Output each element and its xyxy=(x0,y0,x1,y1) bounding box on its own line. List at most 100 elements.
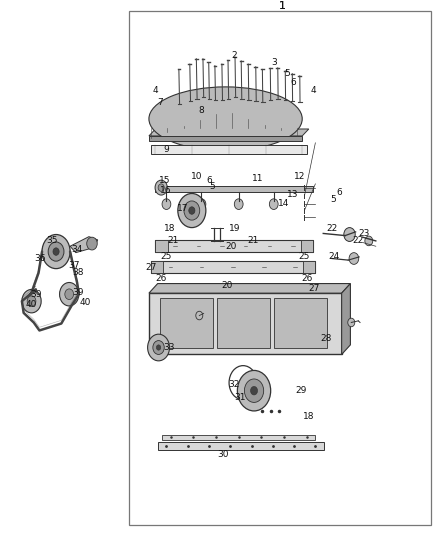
Text: 33: 33 xyxy=(163,343,174,352)
Circle shape xyxy=(189,207,195,214)
Bar xyxy=(155,186,313,192)
Text: 24: 24 xyxy=(328,253,339,261)
Text: 17: 17 xyxy=(177,205,189,213)
Circle shape xyxy=(237,370,271,411)
Bar xyxy=(160,298,213,348)
Bar xyxy=(151,261,315,273)
Bar xyxy=(155,240,313,252)
Circle shape xyxy=(196,311,203,320)
Ellipse shape xyxy=(149,87,302,151)
Circle shape xyxy=(48,242,64,261)
Text: 25: 25 xyxy=(160,253,171,261)
Text: 27: 27 xyxy=(145,263,157,272)
Circle shape xyxy=(65,289,74,300)
Text: 5: 5 xyxy=(209,182,215,191)
Text: 40: 40 xyxy=(26,301,37,309)
Text: 2: 2 xyxy=(232,52,237,60)
Circle shape xyxy=(349,253,359,264)
Circle shape xyxy=(269,199,278,209)
Text: 6: 6 xyxy=(336,189,343,197)
Bar xyxy=(129,11,431,525)
Circle shape xyxy=(153,341,164,354)
Circle shape xyxy=(156,345,161,350)
Text: 1: 1 xyxy=(279,2,286,11)
Polygon shape xyxy=(70,237,98,253)
Circle shape xyxy=(162,199,171,209)
Bar xyxy=(149,293,342,354)
Circle shape xyxy=(27,296,36,306)
Text: 5: 5 xyxy=(330,196,336,204)
Circle shape xyxy=(344,228,355,241)
Circle shape xyxy=(184,201,200,220)
Bar xyxy=(158,442,324,450)
Circle shape xyxy=(42,235,70,269)
Text: 28: 28 xyxy=(321,334,332,343)
Circle shape xyxy=(244,379,264,402)
Circle shape xyxy=(234,199,243,209)
Text: 8: 8 xyxy=(198,107,205,115)
Text: 6: 6 xyxy=(290,78,297,87)
Circle shape xyxy=(348,318,355,327)
Circle shape xyxy=(178,193,206,228)
Text: 9: 9 xyxy=(163,145,170,154)
Text: 36: 36 xyxy=(35,254,46,263)
Text: 12: 12 xyxy=(294,173,306,181)
Bar xyxy=(162,435,315,440)
Text: 6: 6 xyxy=(206,176,212,184)
Circle shape xyxy=(53,248,59,255)
Text: 40: 40 xyxy=(80,298,91,307)
Text: 21: 21 xyxy=(247,237,259,245)
Text: 7: 7 xyxy=(157,98,163,107)
Bar xyxy=(155,240,168,252)
Text: 38: 38 xyxy=(72,269,84,277)
Text: 26: 26 xyxy=(302,274,313,282)
Bar xyxy=(151,261,163,273)
Text: 20: 20 xyxy=(221,281,233,289)
Text: 11: 11 xyxy=(252,174,263,183)
Text: 23: 23 xyxy=(359,229,370,238)
Text: 20: 20 xyxy=(226,242,237,251)
Text: 10: 10 xyxy=(191,173,203,181)
Text: 26: 26 xyxy=(155,274,167,282)
Text: 1: 1 xyxy=(279,2,286,11)
Bar xyxy=(303,261,315,273)
Polygon shape xyxy=(149,129,309,136)
Text: 30: 30 xyxy=(218,450,229,458)
Circle shape xyxy=(365,236,373,246)
Text: 27: 27 xyxy=(309,285,320,293)
Bar xyxy=(274,298,327,348)
Text: 34: 34 xyxy=(71,245,82,254)
Polygon shape xyxy=(342,284,350,354)
Text: 18: 18 xyxy=(164,224,176,232)
Circle shape xyxy=(158,184,164,191)
Circle shape xyxy=(155,180,167,195)
Text: 25: 25 xyxy=(299,253,310,261)
Circle shape xyxy=(60,282,79,306)
Circle shape xyxy=(251,386,258,395)
Polygon shape xyxy=(149,284,350,293)
Text: 18: 18 xyxy=(303,413,314,421)
Text: 32: 32 xyxy=(229,381,240,389)
Text: 16: 16 xyxy=(160,187,171,195)
Text: 3: 3 xyxy=(271,59,277,67)
Text: 39: 39 xyxy=(72,288,84,296)
Text: 31: 31 xyxy=(234,393,246,401)
Bar xyxy=(301,240,313,252)
Circle shape xyxy=(87,237,97,250)
Text: 5: 5 xyxy=(284,69,290,78)
Text: 14: 14 xyxy=(278,199,290,208)
Text: 19: 19 xyxy=(229,224,240,232)
Bar xyxy=(151,145,307,154)
Text: 22: 22 xyxy=(353,237,364,245)
Bar xyxy=(217,298,270,348)
Text: 13: 13 xyxy=(287,190,298,199)
Circle shape xyxy=(197,199,206,209)
Text: 35: 35 xyxy=(46,237,57,245)
Text: 21: 21 xyxy=(167,237,179,245)
Text: 37: 37 xyxy=(68,261,79,270)
Text: 4: 4 xyxy=(311,86,316,95)
Text: 39: 39 xyxy=(30,290,42,298)
Text: 4: 4 xyxy=(153,86,158,95)
Text: 22: 22 xyxy=(326,224,338,232)
Text: 15: 15 xyxy=(159,176,170,184)
